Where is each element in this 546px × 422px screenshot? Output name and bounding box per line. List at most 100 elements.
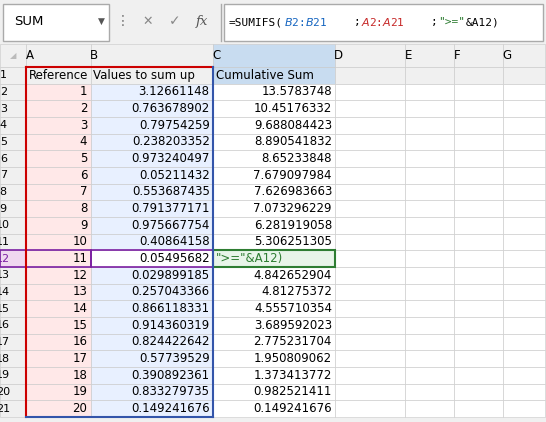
FancyBboxPatch shape <box>503 67 545 84</box>
FancyBboxPatch shape <box>405 234 454 250</box>
Text: 4: 4 <box>80 135 87 149</box>
Text: 0.975667754: 0.975667754 <box>131 219 210 232</box>
FancyBboxPatch shape <box>0 167 26 184</box>
FancyBboxPatch shape <box>335 367 405 384</box>
FancyBboxPatch shape <box>213 234 335 250</box>
Text: ⋮: ⋮ <box>116 14 130 28</box>
Text: 11: 11 <box>73 252 87 265</box>
FancyBboxPatch shape <box>503 384 545 400</box>
FancyBboxPatch shape <box>91 334 213 350</box>
Text: 1: 1 <box>80 86 87 98</box>
FancyBboxPatch shape <box>503 250 545 267</box>
FancyBboxPatch shape <box>335 317 405 334</box>
Text: 9.688084423: 9.688084423 <box>254 119 332 132</box>
FancyBboxPatch shape <box>454 134 503 150</box>
FancyBboxPatch shape <box>213 184 335 200</box>
Text: 7.679097984: 7.679097984 <box>253 169 332 182</box>
FancyBboxPatch shape <box>26 300 91 317</box>
Text: 17: 17 <box>73 352 87 365</box>
Text: fx: fx <box>196 15 208 28</box>
Text: 0.257043366: 0.257043366 <box>132 286 210 298</box>
Text: 4.81275372: 4.81275372 <box>261 286 332 298</box>
FancyBboxPatch shape <box>454 200 503 217</box>
Text: 20: 20 <box>73 402 87 415</box>
FancyBboxPatch shape <box>213 100 335 117</box>
Text: 6.281919058: 6.281919058 <box>254 219 332 232</box>
FancyBboxPatch shape <box>503 100 545 117</box>
FancyBboxPatch shape <box>26 167 91 184</box>
Text: 21: 21 <box>0 404 10 414</box>
FancyBboxPatch shape <box>213 84 335 100</box>
FancyBboxPatch shape <box>26 384 91 400</box>
Text: ▼: ▼ <box>98 17 104 26</box>
FancyBboxPatch shape <box>454 250 503 267</box>
Text: 13: 13 <box>0 271 10 280</box>
Text: 5: 5 <box>0 137 7 147</box>
FancyBboxPatch shape <box>213 400 335 417</box>
Text: 14: 14 <box>73 302 87 315</box>
FancyBboxPatch shape <box>0 284 26 300</box>
Text: 4: 4 <box>0 120 7 130</box>
FancyBboxPatch shape <box>454 400 503 417</box>
FancyBboxPatch shape <box>26 84 91 100</box>
Text: &A12): &A12) <box>466 17 500 27</box>
FancyBboxPatch shape <box>335 217 405 234</box>
FancyBboxPatch shape <box>335 400 405 417</box>
FancyBboxPatch shape <box>213 250 335 267</box>
FancyBboxPatch shape <box>335 234 405 250</box>
Text: Cumulative Sum: Cumulative Sum <box>216 69 313 82</box>
FancyBboxPatch shape <box>26 400 91 417</box>
FancyBboxPatch shape <box>0 367 26 384</box>
FancyBboxPatch shape <box>503 117 545 134</box>
FancyBboxPatch shape <box>405 150 454 167</box>
FancyBboxPatch shape <box>335 334 405 350</box>
FancyBboxPatch shape <box>405 350 454 367</box>
Text: 0.553687435: 0.553687435 <box>132 186 210 198</box>
FancyBboxPatch shape <box>0 234 26 250</box>
Text: 8.65233848: 8.65233848 <box>262 152 332 165</box>
FancyBboxPatch shape <box>91 400 213 417</box>
FancyBboxPatch shape <box>26 217 91 234</box>
FancyBboxPatch shape <box>503 350 545 367</box>
FancyBboxPatch shape <box>405 134 454 150</box>
Text: 0.866118331: 0.866118331 <box>132 302 210 315</box>
FancyBboxPatch shape <box>405 334 454 350</box>
Text: 0.763678902: 0.763678902 <box>132 102 210 115</box>
FancyBboxPatch shape <box>503 234 545 250</box>
FancyBboxPatch shape <box>405 367 454 384</box>
FancyBboxPatch shape <box>454 150 503 167</box>
FancyBboxPatch shape <box>26 117 91 134</box>
FancyBboxPatch shape <box>91 384 213 400</box>
Text: ;: ; <box>354 17 361 27</box>
FancyBboxPatch shape <box>213 384 335 400</box>
Text: 3: 3 <box>80 119 87 132</box>
Text: $B$2:$B$21: $B$2:$B$21 <box>284 16 328 28</box>
FancyBboxPatch shape <box>335 350 405 367</box>
FancyBboxPatch shape <box>26 267 91 284</box>
FancyBboxPatch shape <box>503 134 545 150</box>
FancyBboxPatch shape <box>91 44 213 67</box>
Text: 13.5783748: 13.5783748 <box>262 86 332 98</box>
Text: 1.950809062: 1.950809062 <box>254 352 332 365</box>
FancyBboxPatch shape <box>213 134 335 150</box>
Text: 0.238203352: 0.238203352 <box>132 135 210 149</box>
FancyBboxPatch shape <box>454 317 503 334</box>
FancyBboxPatch shape <box>454 117 503 134</box>
FancyBboxPatch shape <box>0 184 26 200</box>
Text: 8: 8 <box>80 202 87 215</box>
Text: 20: 20 <box>0 387 10 397</box>
FancyBboxPatch shape <box>213 44 335 67</box>
Text: 6: 6 <box>0 154 7 164</box>
FancyBboxPatch shape <box>91 300 213 317</box>
Text: ✕: ✕ <box>142 15 153 28</box>
FancyBboxPatch shape <box>26 367 91 384</box>
FancyBboxPatch shape <box>213 300 335 317</box>
FancyBboxPatch shape <box>91 267 213 284</box>
FancyBboxPatch shape <box>454 67 503 84</box>
FancyBboxPatch shape <box>213 117 335 134</box>
FancyBboxPatch shape <box>405 184 454 200</box>
Text: 9: 9 <box>80 219 87 232</box>
FancyBboxPatch shape <box>213 350 335 367</box>
Text: 4.555710354: 4.555710354 <box>254 302 332 315</box>
Text: 2.775231704: 2.775231704 <box>253 335 332 349</box>
